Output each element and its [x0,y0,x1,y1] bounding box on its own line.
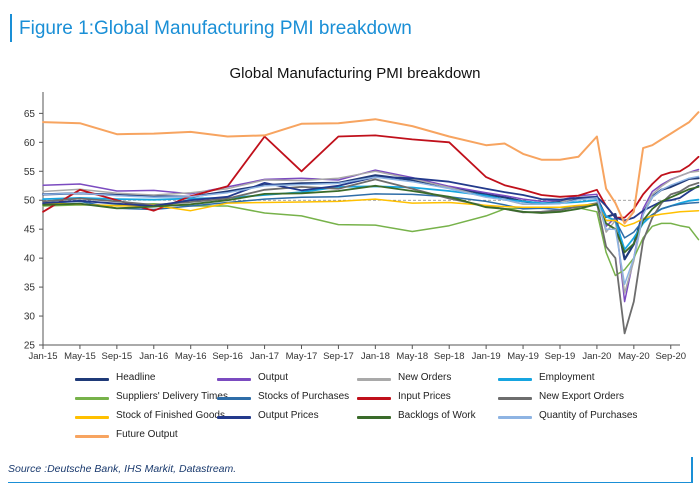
legend-label: Future Output [116,429,178,440]
x-tick-label: Sep-19 [545,351,576,362]
legend-label: Backlogs of Work [398,410,476,421]
legend-label: Input Prices [398,391,451,402]
figure-header: Figure 1:Global Manufacturing PMI breakd… [10,14,696,42]
x-tick-label: May-19 [507,351,539,362]
x-tick-label: May-20 [618,351,650,362]
x-tick-label: Sep-17 [323,351,354,362]
legend-swatch [217,397,251,400]
legend-label: Output Prices [258,410,319,421]
legend-swatch [75,416,109,419]
legend-label: Stock of Finished Goods [116,410,225,421]
series-line-input-prices [42,134,700,219]
legend-swatch [357,378,391,381]
x-tick-label: May-17 [286,351,318,362]
figure-title: Figure 1:Global Manufacturing PMI breakd… [19,18,412,39]
legend-swatch [357,397,391,400]
x-tick-label: Jan-16 [139,351,168,362]
series-line-output-prices [42,176,700,222]
axes: 25 30 35 40 45 50 55 60 65 Jan-15 May-15 Sep-15 Jan-… [24,92,686,362]
legend-swatch [498,397,532,400]
legend-label: Suppliers' Delivery Times [116,391,228,402]
chart-title: Global Manufacturing PMI breakdown [230,65,481,82]
y-tick-label: 40 [24,254,36,265]
x-tick-label: Jan-15 [28,351,57,362]
source-note: Source :Deutsche Bank, IHS Markit, Datas… [8,463,237,475]
legend-swatch [75,435,109,438]
x-tick-label: Sep-15 [102,351,133,362]
y-tick-label: 65 [24,109,36,120]
y-tick-label: 55 [24,167,36,178]
series-line-new-orders [42,170,700,294]
legend-label: New Export Orders [539,391,625,402]
x-tick-label: May-18 [396,351,428,362]
legend-swatch [498,378,532,381]
x-tick-label: May-16 [175,351,207,362]
x-tick-label: Jan-20 [582,351,611,362]
legend-label: Headline [116,372,156,383]
series-line-future-output [42,111,700,225]
y-tick-label: 50 [24,196,36,207]
series-line-backlogs-of-work [42,184,700,254]
x-tick-label: Sep-18 [434,351,465,362]
y-tick-label: 60 [24,138,36,149]
legend-swatch [498,416,532,419]
y-tick-label: 35 [24,283,36,294]
right-rule [691,457,693,483]
legend-label: Stocks of Purchases [258,391,350,402]
legend-swatch [75,378,109,381]
legend-label: Quantity of Purchases [539,410,638,421]
series-lines [41,111,700,335]
series-line-quantity-of-purchases [42,175,700,285]
x-tick-label: Jan-17 [250,351,279,362]
bottom-rule [8,482,693,483]
x-tick-label: May-15 [64,351,96,362]
legend-swatch [357,416,391,419]
x-tick-label: Sep-16 [212,351,243,362]
y-tick-label: 30 [24,312,36,323]
y-tick-label: 45 [24,225,36,236]
series-line-output [42,168,700,303]
x-tick-label: Jan-19 [472,351,501,362]
x-tick-label: Sep-20 [655,351,686,362]
y-tick-label: 25 [24,341,36,352]
legend-label: Employment [539,372,595,383]
series-line-stock-of-finished-goods [42,198,700,228]
legend-label: New Orders [398,372,452,383]
legend-swatch [217,416,251,419]
pmi-line-chart: Global Manufacturing PMI breakdown 25 30 3… [24,65,700,362]
x-tick-label: Jan-18 [361,351,390,362]
legend-swatch [217,378,251,381]
legend-label: Output [258,372,289,383]
legend-swatch [75,397,109,400]
